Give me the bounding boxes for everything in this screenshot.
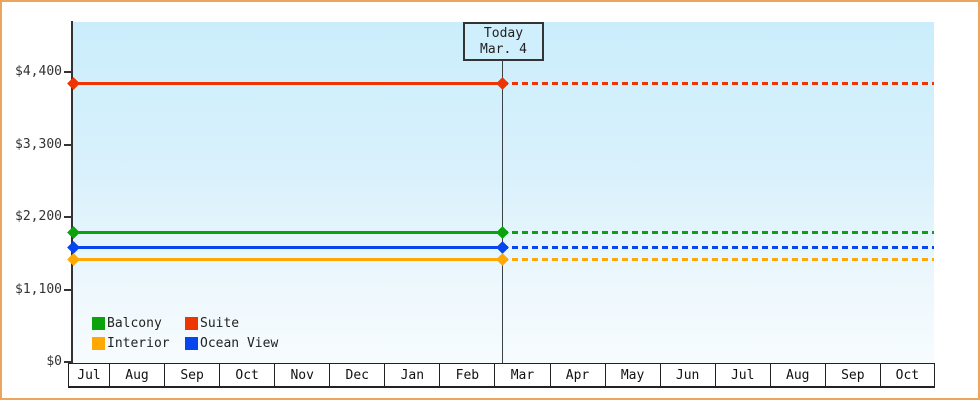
today-annotation-label: Today	[483, 25, 524, 41]
today-annotation-date: Mar. 4	[480, 41, 527, 57]
y-axis-tick	[64, 143, 73, 146]
y-axis-tick-label: $3,300	[15, 136, 62, 152]
x-axis-month-2: Sep	[164, 363, 220, 387]
legend-swatch-interior	[92, 336, 105, 350]
y-axis-tick-label: $1,100	[15, 281, 62, 297]
plot-area	[73, 22, 934, 363]
today-annotation-box: Today Mar. 4	[463, 22, 544, 61]
x-axis-month-12: Jul	[714, 363, 770, 387]
legend-label-suite: Suite	[200, 315, 240, 331]
legend: Balcony Suite Interior Ocean View	[92, 313, 278, 353]
x-axis-month-13: Aug	[769, 363, 825, 387]
series-line-solid-interior	[73, 257, 502, 261]
legend-label-ocean-view: Ocean View	[200, 335, 279, 351]
series-line-solid-suite	[73, 81, 502, 85]
y-axis-tick-label: $0	[46, 354, 62, 369]
y-axis-tick	[64, 216, 73, 218]
y-axis-tick-label: $2,200	[15, 209, 62, 224]
x-axis-month-7: Feb	[439, 363, 495, 387]
x-axis-month-0: Jul	[68, 363, 109, 387]
legend-swatch-balcony	[92, 316, 105, 330]
series-line-solid-ocean-view	[73, 246, 502, 250]
x-axis-month-6: Jan	[384, 363, 440, 387]
series-line-solid-balcony	[73, 230, 502, 234]
x-axis-month-15: Oct	[879, 363, 935, 387]
series-line-dashed-suite	[502, 81, 934, 85]
x-axis-month-band: Jul Aug Sep Oct Nov Dec Jan Feb Mar Apr May Jun Jul A…	[68, 363, 935, 388]
legend-entry-interior: Interior	[92, 333, 185, 353]
legend-swatch-ocean-view	[185, 336, 198, 350]
y-axis-tick	[64, 288, 73, 291]
series-line-dashed-ocean-view	[502, 246, 934, 250]
legend-entry-ocean-view: Ocean View	[185, 333, 278, 353]
x-axis-month-14: Sep	[824, 363, 880, 387]
y-axis-tick	[64, 361, 73, 363]
legend-label-balcony: Balcony	[107, 315, 162, 331]
legend-label-interior: Interior	[107, 335, 170, 351]
legend-entry-suite: Suite	[185, 313, 278, 333]
y-axis-tick	[64, 71, 73, 73]
x-axis-month-3: Oct	[219, 363, 275, 387]
x-axis-month-9: Apr	[549, 363, 605, 387]
today-vertical-line	[502, 59, 503, 363]
x-axis-month-1: Aug	[109, 363, 165, 387]
y-axis-tick-label: $4,400	[15, 64, 62, 79]
y-axis-line	[71, 21, 73, 363]
series-line-dashed-balcony	[502, 230, 934, 234]
series-line-dashed-interior	[502, 257, 934, 261]
x-axis-month-8: Mar	[494, 363, 550, 387]
x-axis-month-4: Nov	[274, 363, 330, 387]
x-axis-month-5: Dec	[329, 363, 385, 387]
legend-swatch-suite	[185, 316, 198, 330]
legend-entry-balcony: Balcony	[92, 313, 185, 333]
x-axis-month-11: Jun	[659, 363, 715, 387]
x-axis-month-10: May	[604, 363, 660, 387]
